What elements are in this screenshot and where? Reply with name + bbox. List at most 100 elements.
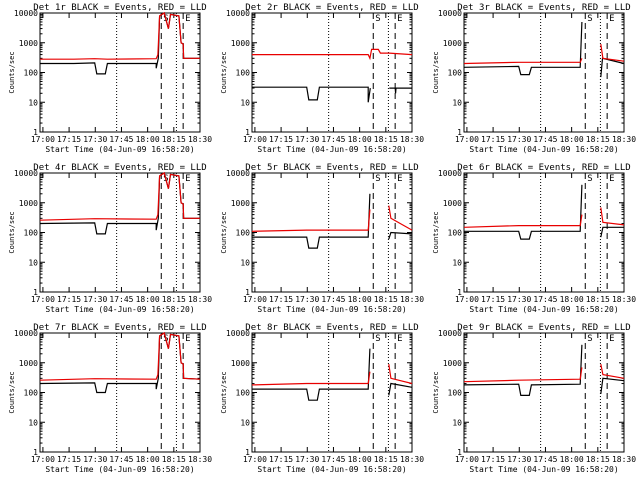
y-tick-label: 1 [457, 288, 462, 297]
y-tick-label: 1 [245, 448, 250, 457]
marker-label: E [397, 174, 402, 184]
marker-label: E [185, 334, 190, 344]
x-tick-label: 17:30 [507, 455, 531, 464]
y-tick-label: 10000 [438, 169, 462, 178]
y-tick-label: 10 [452, 418, 462, 427]
x-tick-label: 17:30 [83, 455, 107, 464]
y-tick-label: 1000 [443, 39, 462, 48]
series-lld-line [40, 12, 200, 60]
panel-title: Det 6r BLACK = Events, RED = LLD [457, 163, 630, 173]
x-tick-label: 17:45 [321, 135, 345, 144]
y-tick-label: 1000 [19, 199, 38, 208]
y-tick-label: 100 [448, 229, 463, 238]
marker-label: E [397, 334, 402, 344]
x-tick-label: 18:00 [136, 295, 160, 304]
series-lld-line [463, 214, 583, 228]
series-events-line [252, 348, 371, 401]
plot-frame [251, 12, 413, 133]
x-tick-label: 17:00 [31, 135, 55, 144]
y-tick-label: 10 [452, 258, 462, 267]
x-tick-label: 18:30 [400, 455, 424, 464]
x-tick-label: 17:30 [295, 135, 319, 144]
y-tick-label: 1 [245, 288, 250, 297]
y-tick-label: 1000 [231, 359, 250, 368]
y-tick-label: 10 [240, 418, 250, 427]
x-tick-label: 17:00 [455, 295, 479, 304]
panel-3: Det 3r BLACK = Events, RED = LLD 1 10 100 10… [432, 3, 636, 154]
y-axis-label: Counts/sec [432, 211, 440, 253]
y-tick-label: 1000 [19, 39, 38, 48]
y-axis-label: Counts/sec [432, 51, 440, 93]
series-lld-line [463, 367, 583, 383]
x-tick-label: 17:15 [481, 135, 505, 144]
y-tick-label: 100 [236, 389, 251, 398]
panel-6: Det 6r BLACK = Events, RED = LLD 1 10 100 10… [432, 163, 636, 314]
marker-label: S [587, 334, 592, 344]
panel-5: Det 5r BLACK = Events, RED = LLD 1 10 100 10… [220, 163, 424, 314]
series-lld-line [251, 371, 371, 386]
x-axis-label: Start Time (04-Jun-09 16:58:20) [45, 465, 194, 474]
x-tick-label: 17:45 [321, 455, 345, 464]
x-tick-label: 18:00 [348, 455, 372, 464]
y-axis-label: Counts/sec [220, 51, 228, 93]
x-tick-label: 17:45 [109, 455, 133, 464]
panel-title: Det 4r BLACK = Events, RED = LLD [33, 163, 206, 173]
y-axis-label: Counts/sec [8, 51, 16, 93]
x-tick-label: 18:00 [136, 455, 160, 464]
x-tick-label: 17:00 [243, 455, 267, 464]
y-axis-label: Counts/sec [432, 371, 440, 413]
x-tick-label: 17:45 [533, 295, 557, 304]
series-lld-line [39, 332, 201, 381]
y-tick-label: 10 [452, 98, 462, 107]
x-tick-label: 17:00 [31, 295, 55, 304]
x-axis-label: Start Time (04-Jun-09 16:58:20) [469, 305, 618, 314]
x-tick-label: 18:00 [560, 455, 584, 464]
series-events-line [463, 344, 583, 396]
marker-label: S [587, 174, 592, 184]
series-events-line [388, 382, 413, 396]
x-tick-label: 18:30 [400, 295, 424, 304]
y-tick-label: 1 [33, 288, 38, 297]
x-tick-label: 17:00 [243, 135, 267, 144]
x-tick-label: 17:45 [321, 295, 345, 304]
x-tick-label: 17:00 [31, 455, 55, 464]
y-tick-label: 100 [24, 69, 39, 78]
marker-label: E [609, 14, 614, 24]
panel-1: Det 1r BLACK = Events, RED = LLD 1 10 100 10… [8, 3, 212, 154]
series-lld-line [388, 364, 413, 385]
y-tick-label: 10 [28, 258, 38, 267]
x-tick-label: 17:15 [57, 455, 81, 464]
x-tick-label: 17:15 [269, 135, 293, 144]
plot-frame [463, 332, 625, 453]
y-tick-label: 1 [457, 448, 462, 457]
y-tick-label: 1 [33, 448, 38, 457]
x-tick-label: 17:45 [533, 135, 557, 144]
x-axis-label: Start Time (04-Jun-09 16:58:20) [257, 145, 406, 154]
panel-2: Det 2r BLACK = Events, RED = LLD 1 10 100 10… [220, 3, 424, 154]
marker-label: S [375, 334, 380, 344]
x-axis-label: Start Time (04-Jun-09 16:58:20) [45, 305, 194, 314]
series-events-line [600, 377, 625, 394]
x-tick-label: 17:30 [507, 295, 531, 304]
x-tick-label: 17:00 [455, 455, 479, 464]
series-lld-line [252, 48, 413, 61]
x-tick-label: 18:30 [612, 295, 636, 304]
series-lld-line [600, 207, 625, 226]
plot-frame [39, 332, 201, 453]
x-axis-label: Start Time (04-Jun-09 16:58:20) [45, 145, 194, 154]
y-tick-label: 100 [24, 389, 39, 398]
series-events-line [600, 226, 624, 238]
y-tick-label: 1000 [231, 39, 250, 48]
x-tick-label: 18:30 [612, 455, 636, 464]
x-tick-label: 17:45 [109, 295, 133, 304]
y-axis-label: Counts/sec [8, 371, 16, 413]
panel-4: Det 4r BLACK = Events, RED = LLD 1 10 100 10… [8, 163, 212, 314]
x-tick-label: 18:15 [374, 455, 398, 464]
y-tick-label: 100 [448, 69, 463, 78]
x-tick-label: 18:15 [162, 455, 186, 464]
y-axis-label: Counts/sec [220, 371, 228, 413]
y-tick-label: 1 [457, 128, 462, 137]
y-tick-label: 1 [33, 128, 38, 137]
panel-9: Det 9r BLACK = Events, RED = LLD 1 10 100 10… [432, 323, 636, 474]
x-tick-label: 18:00 [136, 135, 160, 144]
